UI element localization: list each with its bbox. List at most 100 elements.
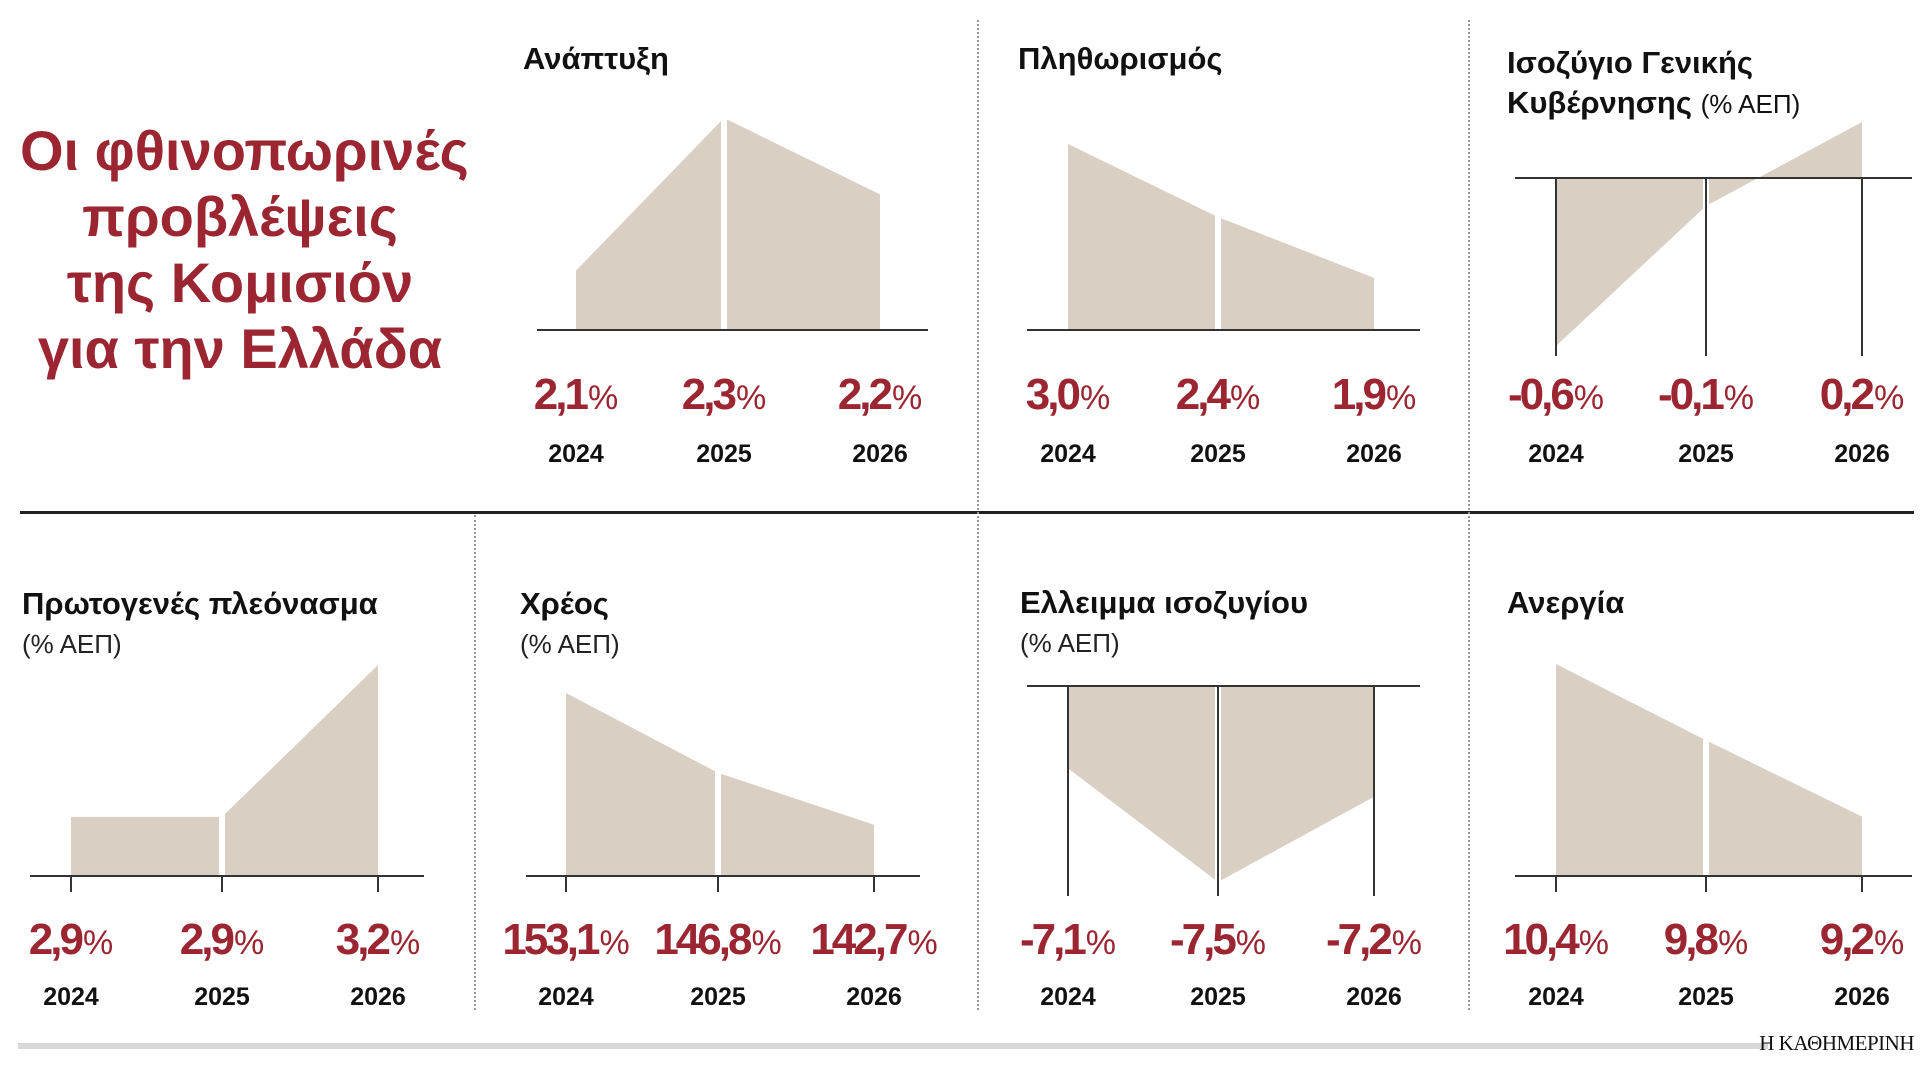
data-label-unit: % xyxy=(1235,924,1267,962)
data-label-value: 142,7 xyxy=(810,915,908,964)
x-tick-label: 2026 xyxy=(1346,440,1402,468)
data-label-unit: % xyxy=(1085,924,1117,962)
column-divider xyxy=(474,515,476,1010)
chart-title: Χρέος xyxy=(520,586,609,621)
chart-subtitle: (% ΑΕΠ) xyxy=(22,629,122,659)
main-title: Οι φθινοπωρινές προβλέψεις της Κομισιόν … xyxy=(20,118,469,382)
chart-title: Ισοζύγιο Γενικής xyxy=(1507,45,1754,80)
data-label-value: -7,5 xyxy=(1169,915,1237,964)
x-tick-label: 2026 xyxy=(852,440,908,468)
column-divider xyxy=(977,20,979,1010)
data-label-unit: % xyxy=(599,924,630,962)
data-label-value: 2,3 xyxy=(681,370,737,419)
data-label-value: 10,4 xyxy=(1503,915,1580,964)
chart-title: Πρωτογενές πλεόνασμα xyxy=(22,586,378,621)
column-divider xyxy=(1468,20,1470,1010)
area-segment xyxy=(225,665,378,876)
chart-title: Ανάπτυξη xyxy=(523,41,669,76)
x-tick-label: 2025 xyxy=(1190,440,1246,468)
data-label-unit: % xyxy=(233,924,265,962)
data-label-value: 153,1 xyxy=(502,915,600,964)
area-segment xyxy=(1221,686,1374,881)
x-tick-label: 2024 xyxy=(538,983,594,1011)
data-label: 9,2% xyxy=(1820,915,1904,965)
data-label-unit: % xyxy=(1873,379,1905,417)
data-label-unit: % xyxy=(82,924,114,962)
data-label: 2,3% xyxy=(682,370,766,420)
data-label: 2,1% xyxy=(534,370,618,420)
data-label-unit: % xyxy=(1391,924,1423,962)
data-label: 0,2% xyxy=(1820,370,1904,420)
data-label: -0,6% xyxy=(1508,370,1604,420)
data-label-value: 1,9 xyxy=(1331,370,1387,419)
data-label-value: 146,8 xyxy=(654,915,752,964)
data-label: 1,9% xyxy=(1332,370,1416,420)
data-label-value: 0,2 xyxy=(1819,370,1875,419)
data-label-value: 2,4 xyxy=(1175,370,1231,419)
data-label-unit: % xyxy=(1578,924,1609,962)
chart-subtitle: (% ΑΕΠ) xyxy=(1700,89,1801,119)
x-tick-label: 2024 xyxy=(1040,983,1096,1011)
data-label-value: 2,9 xyxy=(28,915,84,964)
data-label: -0,1% xyxy=(1658,370,1754,420)
data-label: 3,2% xyxy=(336,915,420,965)
data-label-unit: % xyxy=(1573,379,1605,417)
row-divider xyxy=(20,511,1914,514)
x-tick-label: 2024 xyxy=(1528,983,1584,1011)
data-label: 2,9% xyxy=(29,915,113,965)
data-label-value: -0,1 xyxy=(1657,370,1725,419)
data-label-unit: % xyxy=(735,379,767,417)
area-segment xyxy=(1221,218,1374,330)
data-label-unit: % xyxy=(587,379,619,417)
x-tick-label: 2026 xyxy=(350,983,406,1011)
area-segment xyxy=(721,773,874,876)
data-label: 3,0% xyxy=(1026,370,1110,420)
area-segment xyxy=(1758,122,1862,178)
area-segment xyxy=(71,816,219,876)
data-label-value: 2,9 xyxy=(179,915,235,964)
x-tick-label: 2025 xyxy=(1678,983,1734,1011)
data-label-value: 2,1 xyxy=(533,370,589,419)
chart-title: Κυβέρνησης (% ΑΕΠ) xyxy=(1507,84,1800,123)
data-label-value: -7,2 xyxy=(1325,915,1393,964)
data-label-value: 9,2 xyxy=(1819,915,1875,964)
data-label: 2,9% xyxy=(180,915,264,965)
area-segment xyxy=(566,693,715,876)
x-tick-label: 2025 xyxy=(194,983,250,1011)
main-title-line: της Κομισιόν xyxy=(66,251,414,314)
chart-title: Ανεργία xyxy=(1507,585,1625,620)
data-label-value: -0,6 xyxy=(1507,370,1575,419)
area-segment xyxy=(1709,178,1758,205)
data-label: 153,1% xyxy=(502,915,629,965)
data-label-unit: % xyxy=(907,924,938,962)
data-label-unit: % xyxy=(751,924,782,962)
area-segment xyxy=(576,121,721,330)
data-label-value: -7,1 xyxy=(1019,915,1087,964)
area-segment xyxy=(1556,178,1703,346)
chart-title: Ελλειμμα ισοζυγίου xyxy=(1020,585,1308,620)
main-title-line: για την Ελλάδα xyxy=(37,317,443,380)
data-label-unit: % xyxy=(1229,379,1261,417)
x-tick-label: 2026 xyxy=(1346,983,1402,1011)
data-label: 9,8% xyxy=(1664,915,1748,965)
data-label-value: 2,2 xyxy=(837,370,893,419)
x-tick-label: 2026 xyxy=(846,983,902,1011)
main-title-line: προβλέψεις xyxy=(82,185,398,248)
data-label: -7,5% xyxy=(1170,915,1266,965)
data-label-unit: % xyxy=(1385,379,1417,417)
chart-subtitle: (% ΑΕΠ) xyxy=(1020,628,1120,658)
x-tick-label: 2025 xyxy=(690,983,746,1011)
main-title-line: Οι φθινοπωρινές xyxy=(20,119,469,182)
area-segment xyxy=(1068,686,1215,880)
data-label: 142,7% xyxy=(810,915,937,965)
x-tick-label: 2024 xyxy=(1040,440,1096,468)
data-label-unit: % xyxy=(891,379,923,417)
x-tick-label: 2026 xyxy=(1834,440,1890,468)
chart-title: Πληθωρισμός xyxy=(1018,41,1223,76)
x-tick-label: 2025 xyxy=(1678,440,1734,468)
x-tick-label: 2025 xyxy=(696,440,752,468)
data-label: 2,2% xyxy=(838,370,922,420)
area-segment xyxy=(1709,741,1862,876)
area-segment xyxy=(1068,144,1215,330)
data-label-unit: % xyxy=(1873,924,1905,962)
